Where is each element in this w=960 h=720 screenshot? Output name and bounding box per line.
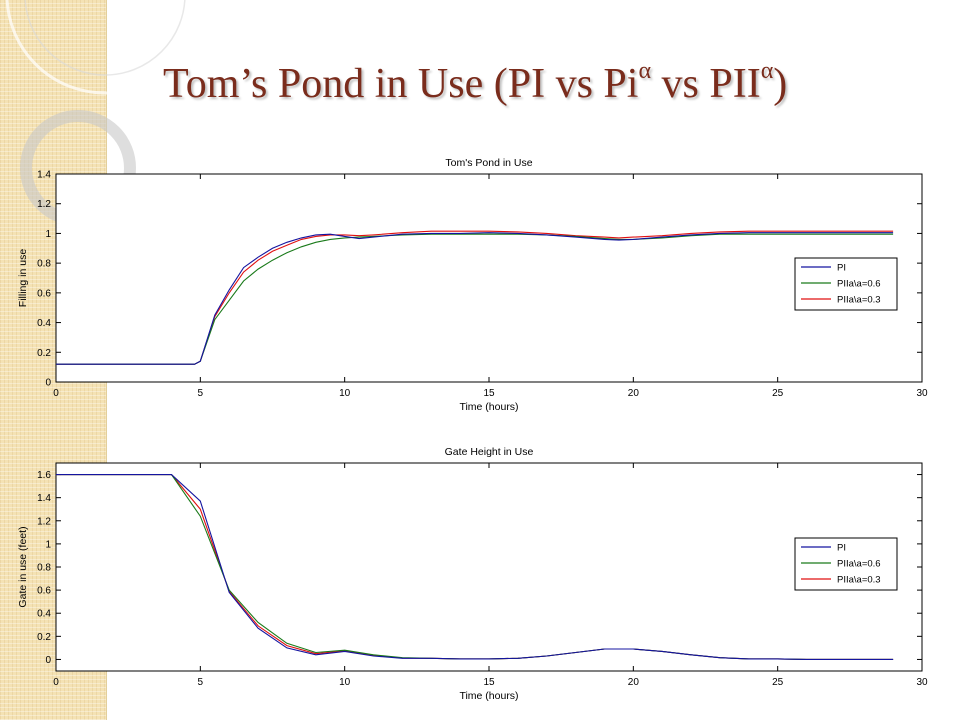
y-tick-label: 0.4	[37, 318, 51, 329]
chart-1: 0 5 10 15 20 25 30 0 0.2 0.4 0.6 0.8 1 1.2 1.4 Tom's Po…	[17, 157, 928, 413]
legend-label-1: PI	[837, 263, 846, 274]
chart-2: 0 5 10 15 20 25 30 0 0.2 0.4 0.6 0.8 1 1.2 1.4 1.6 Gate …	[17, 446, 928, 702]
x-tick-label: 10	[339, 677, 351, 688]
deco-circle-large	[5, 0, 205, 95]
x-tick-label: 5	[198, 388, 204, 399]
y-tick-label: 1.2	[37, 516, 51, 527]
x-tick-label: 20	[628, 677, 640, 688]
series-line-2	[56, 233, 894, 365]
legend-label-2: PIIa\a=0.6	[837, 279, 881, 290]
y-axis-label: Gate in use (feet)	[17, 526, 29, 607]
y-tick-label: 0.8	[37, 563, 51, 574]
series-line-3	[56, 230, 894, 365]
y-tick-label: 0	[45, 378, 51, 389]
y-tick-label: 1.2	[37, 199, 51, 210]
y-tick-label: 1.4	[37, 493, 51, 504]
y-tick-label: 1.6	[37, 470, 51, 481]
x-tick-label: 20	[628, 388, 640, 399]
y-tick-label: 1	[45, 229, 51, 240]
chart-title: Gate Height in Use	[445, 446, 534, 458]
x-tick-label: 25	[772, 677, 784, 688]
series-line-1	[56, 474, 894, 660]
y-tick-label: 0.6	[37, 288, 51, 299]
slide-title-alpha-2: α	[760, 58, 774, 84]
chart-title: Tom's Pond in Use	[445, 157, 532, 169]
slide-title-alpha-1: α	[638, 58, 652, 84]
x-tick-label: 15	[483, 677, 495, 688]
x-tick-label: 30	[916, 677, 928, 688]
y-axis-label: Filling in use	[17, 249, 29, 308]
plot-area	[55, 173, 923, 383]
x-tick-label: 30	[916, 388, 928, 399]
slide-title-end: )	[773, 61, 788, 107]
x-tick-label: 5	[198, 677, 204, 688]
slide-title: Tom’s Pond in Use (PI vs Piα vs PIIα)	[163, 58, 943, 130]
legend-label-2: PIIa\a=0.6	[837, 559, 881, 570]
legend: PI PIIa\a=0.6 PIIa\a=0.3	[794, 537, 898, 591]
deco-circle-inner	[24, 0, 186, 76]
x-tick-label: 10	[339, 388, 351, 399]
legend-label-3: PIIa\a=0.3	[837, 295, 881, 306]
slide-title-main: Tom’s Pond in Use (PI vs Pi	[163, 61, 639, 107]
x-axis-label: Time (hours)	[459, 690, 518, 702]
y-tick-label: 1	[45, 539, 51, 550]
series-line-1	[56, 232, 894, 365]
slide-title-mid: vs PII	[651, 61, 761, 107]
x-axis-label: Time (hours)	[459, 401, 518, 413]
legend-label-3: PIIa\a=0.3	[837, 575, 881, 586]
legend: PI PIIa\a=0.6 PIIa\a=0.3	[794, 257, 898, 311]
x-tick-label: 0	[53, 388, 59, 399]
x-tick-label: 25	[772, 388, 784, 399]
y-tick-label: 1.4	[37, 170, 51, 181]
x-tick-label: 0	[53, 677, 59, 688]
y-tick-label: 0.2	[37, 632, 51, 643]
y-tick-label: 0.8	[37, 259, 51, 270]
plot-area	[55, 462, 923, 672]
y-tick-label: 0.6	[37, 586, 51, 597]
y-tick-label: 0.2	[37, 348, 51, 359]
legend-label-1: PI	[837, 543, 846, 554]
y-tick-label: 0	[45, 655, 51, 666]
x-tick-label: 15	[483, 388, 495, 399]
y-tick-label: 0.4	[37, 609, 51, 620]
